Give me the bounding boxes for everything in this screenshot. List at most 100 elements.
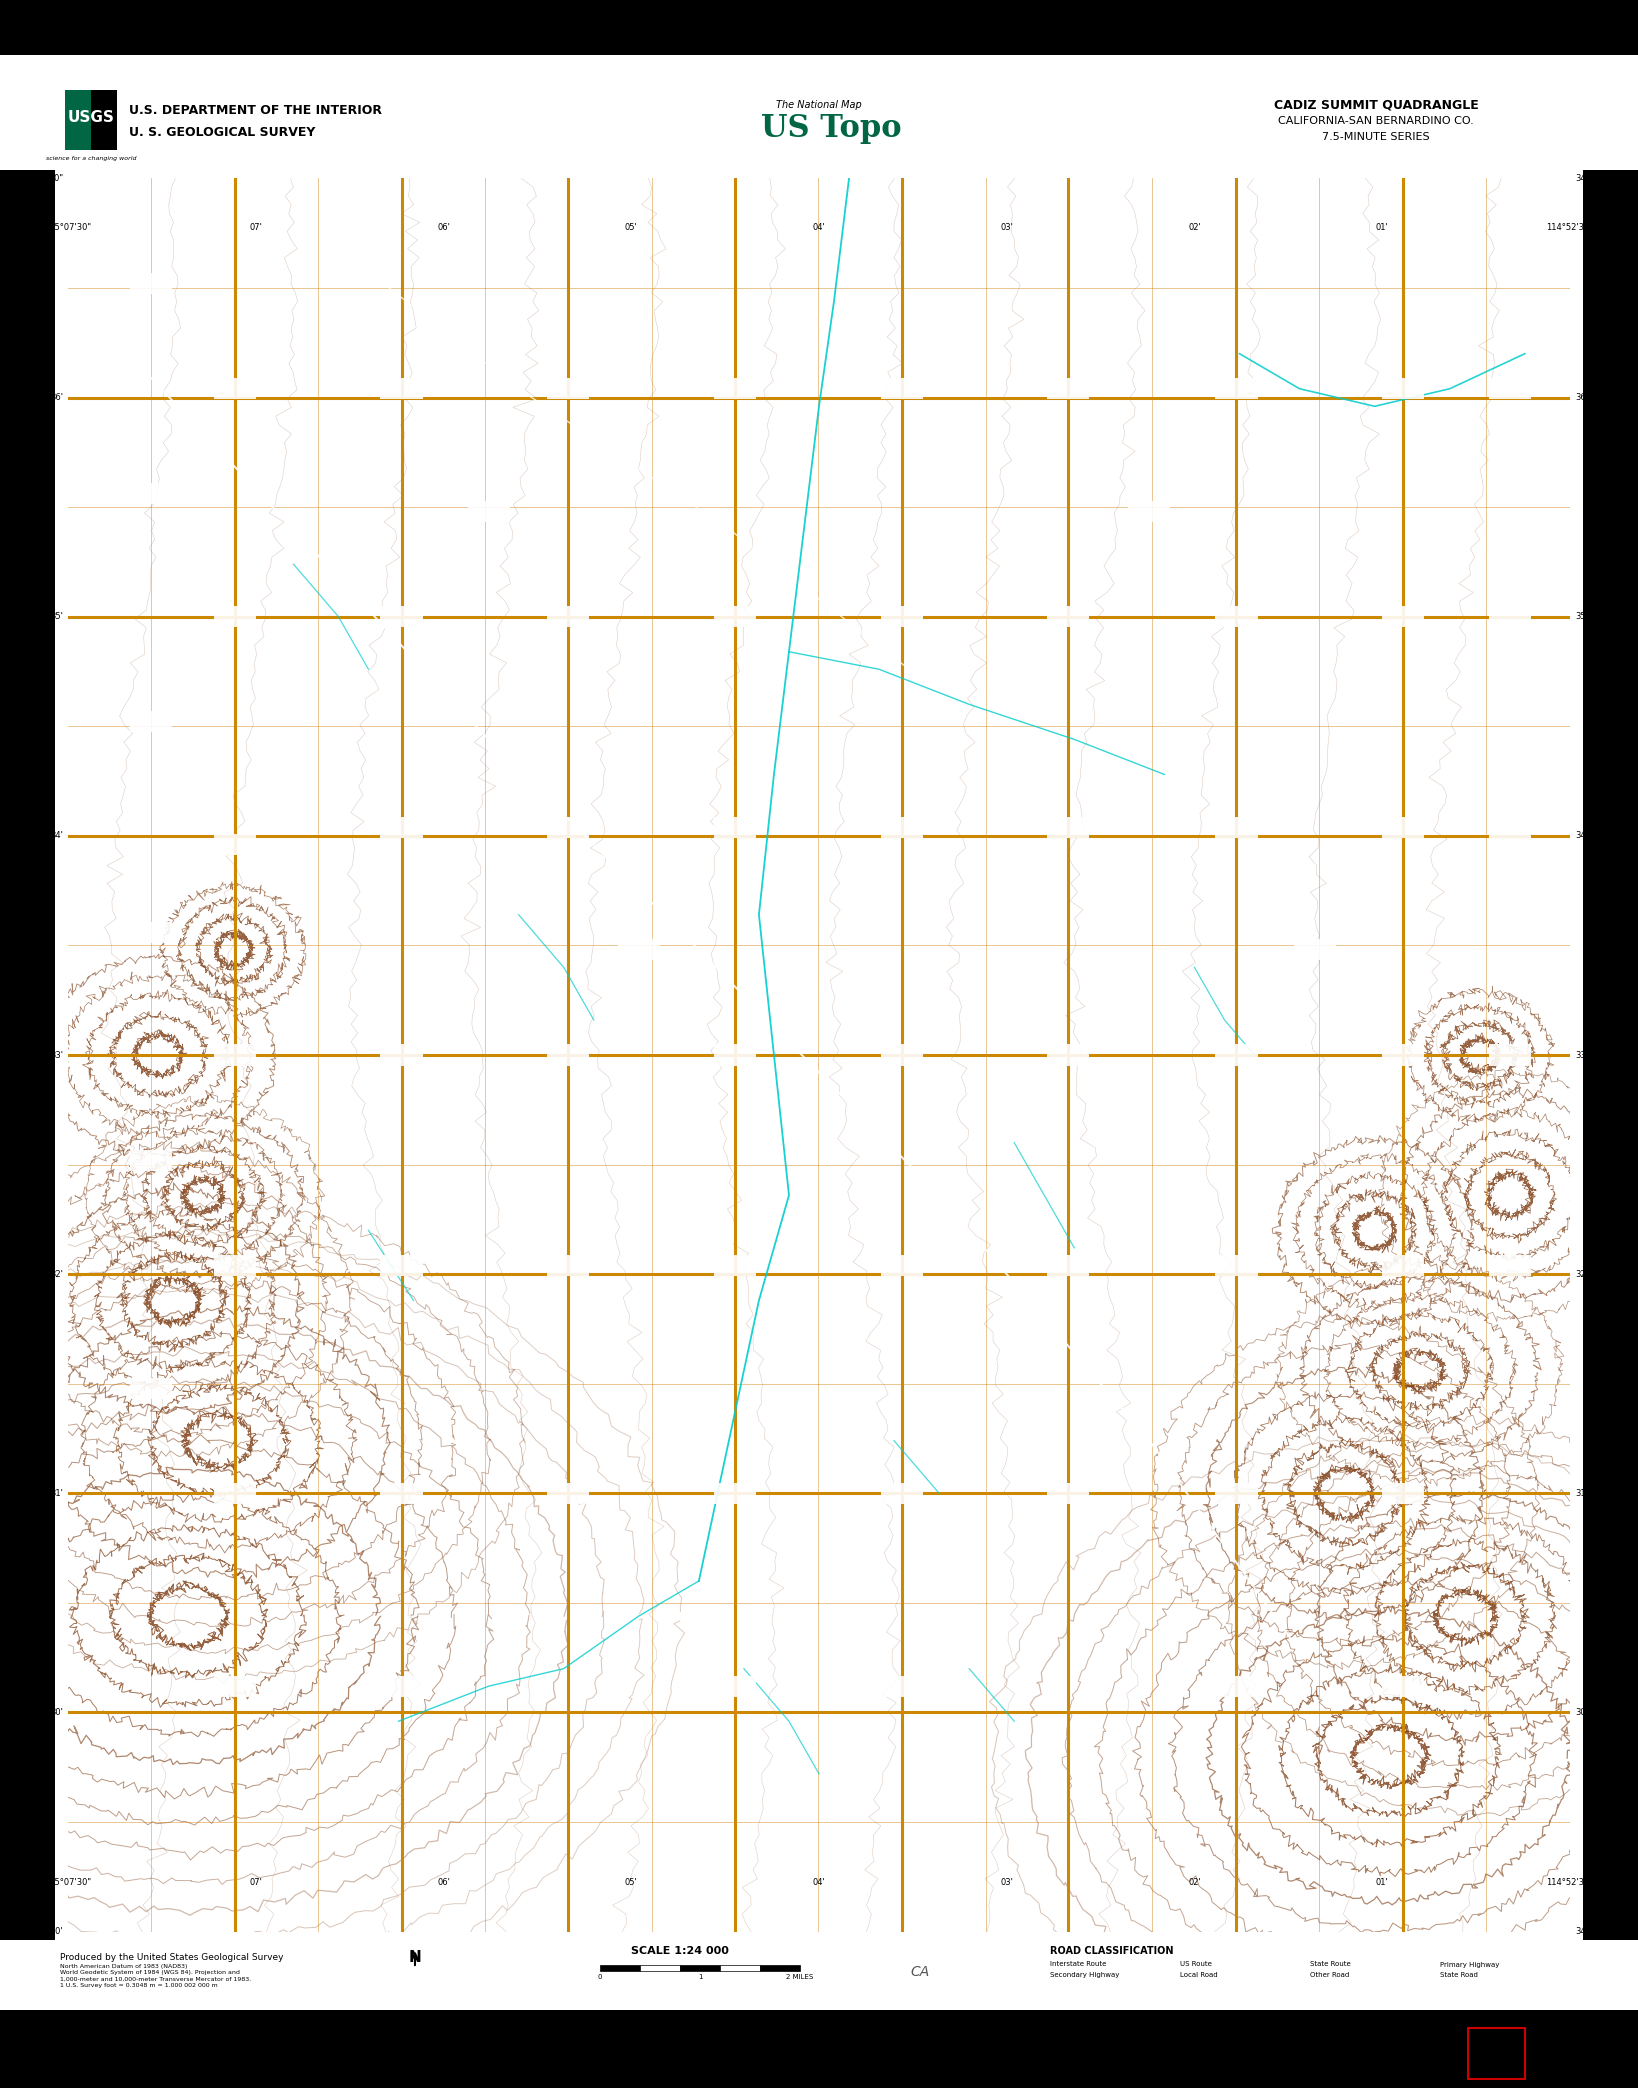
Bar: [380, 1255, 423, 1276]
Bar: [1215, 1255, 1258, 1276]
Bar: [467, 501, 509, 522]
Text: 0: 0: [598, 1973, 603, 1979]
Bar: [1489, 1255, 1532, 1276]
Text: 33': 33': [1574, 1050, 1587, 1059]
Bar: [714, 1677, 755, 1698]
Bar: [1047, 606, 1089, 626]
Text: US Topo: US Topo: [760, 113, 901, 144]
Text: 30': 30': [1574, 1708, 1587, 1716]
Text: CALIFORNIA-SAN BERNARDINO CO.: CALIFORNIA-SAN BERNARDINO CO.: [1278, 117, 1474, 125]
Bar: [56, 169, 1582, 1940]
Bar: [547, 816, 590, 837]
Text: 06': 06': [437, 1877, 450, 1888]
Bar: [1382, 606, 1423, 626]
Text: State Road: State Road: [1440, 1971, 1477, 1977]
Bar: [1129, 501, 1171, 522]
Bar: [380, 378, 423, 399]
Bar: [215, 1677, 256, 1698]
Text: science for a changing world: science for a changing world: [46, 157, 136, 161]
Bar: [1215, 378, 1258, 399]
Bar: [1489, 606, 1532, 626]
Bar: [1489, 378, 1532, 399]
Text: 1 U.S. Survey foot = 0.3048 m = 1.000 002 000 m: 1 U.S. Survey foot = 0.3048 m = 1.000 00…: [61, 1984, 218, 1988]
Bar: [1294, 940, 1335, 960]
Text: 34°37'30": 34°37'30": [21, 173, 64, 184]
Text: 1,000-meter and 10,000-meter Transverse Mercator of 1983.: 1,000-meter and 10,000-meter Transverse …: [61, 1977, 251, 1982]
Bar: [1382, 1482, 1423, 1503]
Text: 115°07'30": 115°07'30": [44, 223, 92, 232]
Bar: [380, 1482, 423, 1503]
Bar: [714, 1255, 755, 1276]
Bar: [1382, 816, 1423, 837]
Text: State Route: State Route: [1310, 1961, 1351, 1967]
Text: 30': 30': [51, 1708, 64, 1716]
Text: 35': 35': [51, 612, 64, 620]
Bar: [1047, 1482, 1089, 1503]
Bar: [881, 1044, 922, 1065]
Text: N: N: [408, 1950, 421, 1965]
Bar: [714, 1044, 755, 1065]
Bar: [215, 378, 256, 399]
Text: 32': 32': [51, 1270, 64, 1278]
Bar: [1489, 1044, 1532, 1065]
Text: 114°52'30": 114°52'30": [1546, 223, 1594, 232]
Bar: [714, 816, 755, 837]
Text: 04': 04': [812, 1877, 826, 1888]
Bar: [547, 1482, 590, 1503]
Bar: [547, 606, 590, 626]
Bar: [640, 1965, 680, 1971]
Bar: [1215, 816, 1258, 837]
Text: 06': 06': [437, 223, 450, 232]
Bar: [215, 1044, 256, 1065]
Text: CA: CA: [911, 1965, 930, 1979]
Text: SCALE 1:24 000: SCALE 1:24 000: [631, 1946, 729, 1956]
Bar: [881, 606, 922, 626]
Text: 36': 36': [1574, 393, 1587, 403]
Bar: [0, 1940, 1638, 2011]
Text: 03': 03': [1001, 1877, 1014, 1888]
Text: 01': 01': [1376, 223, 1389, 232]
Bar: [1215, 1677, 1258, 1698]
Bar: [721, 1965, 760, 1971]
Bar: [881, 1677, 922, 1698]
Text: 05': 05': [626, 223, 637, 232]
Text: Secondary Highway: Secondary Highway: [1050, 1971, 1119, 1977]
Text: Interstate Route: Interstate Route: [1050, 1961, 1106, 1967]
Bar: [760, 1965, 799, 1971]
Text: 35': 35': [1574, 612, 1587, 620]
Text: 04': 04': [812, 223, 826, 232]
Text: 1: 1: [698, 1973, 703, 1979]
Text: 05': 05': [626, 1877, 637, 1888]
Bar: [129, 921, 172, 944]
Text: North American Datum of 1983 (NAD83): North American Datum of 1983 (NAD83): [61, 1965, 187, 1969]
Text: CADIZ SUMMIT QUADRANGLE: CADIZ SUMMIT QUADRANGLE: [1273, 98, 1477, 111]
Bar: [547, 378, 590, 399]
Bar: [600, 1965, 640, 1971]
Text: 31': 31': [1574, 1489, 1587, 1497]
Text: U. S. GEOLOGICAL SURVEY: U. S. GEOLOGICAL SURVEY: [129, 125, 316, 138]
Bar: [380, 1677, 423, 1698]
Text: 115°07'30": 115°07'30": [44, 1877, 92, 1888]
Text: 34°30': 34°30': [36, 1927, 64, 1936]
Bar: [714, 1482, 755, 1503]
Text: 02': 02': [1188, 223, 1201, 232]
Text: Primary Highway: Primary Highway: [1440, 1961, 1499, 1967]
Bar: [547, 1044, 590, 1065]
Text: Other Road: Other Road: [1310, 1971, 1350, 1977]
Bar: [1047, 1255, 1089, 1276]
Bar: [1382, 1255, 1423, 1276]
Bar: [129, 1378, 172, 1399]
Bar: [129, 712, 172, 733]
Text: 07': 07': [249, 1877, 262, 1888]
Text: ROAD CLASSIFICATION: ROAD CLASSIFICATION: [1050, 1946, 1173, 1956]
Bar: [66, 90, 116, 150]
Bar: [380, 1044, 423, 1065]
Text: 2 MILES: 2 MILES: [786, 1973, 814, 1979]
Text: USGS: USGS: [67, 109, 115, 125]
Bar: [680, 1965, 721, 1971]
Bar: [1382, 1044, 1423, 1065]
Bar: [215, 1482, 256, 1503]
Bar: [0, 54, 1638, 169]
Text: 34°30': 34°30': [1574, 1927, 1602, 1936]
Text: US Route: US Route: [1179, 1961, 1212, 1967]
